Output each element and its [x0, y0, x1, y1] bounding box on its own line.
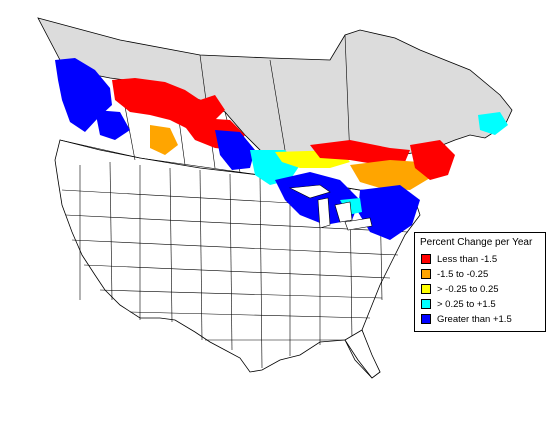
legend-label: -1.5 to -0.25 — [437, 268, 489, 280]
legend-swatch-cyan — [421, 299, 431, 309]
florida — [344, 329, 381, 379]
legend-item: Less than -1.5 — [421, 253, 497, 265]
legend: Percent Change per Year Less than -1.5 -… — [414, 232, 546, 332]
decrease-patch-ontario — [310, 140, 410, 165]
trend-patches — [55, 58, 508, 240]
legend-title: Percent Change per Year — [420, 237, 533, 248]
legend-label: Greater than +1.5 — [437, 313, 512, 325]
moderate-increase-patch-east — [340, 198, 362, 215]
legend-swatch-yellow — [421, 284, 431, 294]
moderate-decrease-patch-prairies — [150, 125, 178, 155]
legend-item: -1.5 to -0.25 — [421, 268, 488, 280]
legend-label: Less than -1.5 — [437, 253, 498, 265]
legend-item: Greater than +1.5 — [421, 313, 512, 325]
great-lakes — [288, 184, 373, 231]
increase-patch-northeast — [358, 185, 420, 240]
decrease-patch-prairies — [112, 78, 225, 130]
increase-patch-alberta — [95, 110, 130, 140]
legend-swatch-blue — [421, 314, 431, 324]
legend-label: > -0.25 to 0.25 — [437, 283, 499, 295]
moderate-increase-patch-newfoundland — [478, 112, 508, 135]
legend-swatch-orange — [421, 269, 431, 279]
moderate-decrease-patch-quebec — [350, 160, 430, 190]
legend-swatch-red — [421, 254, 431, 264]
legend-label: > 0.25 to +1.5 — [437, 298, 496, 310]
increase-patch-manitoba — [215, 130, 255, 170]
legend-item: > 0.25 to +1.5 — [421, 298, 496, 310]
decrease-patch-maritimes — [410, 140, 455, 180]
legend-item: > -0.25 to 0.25 — [421, 283, 499, 295]
